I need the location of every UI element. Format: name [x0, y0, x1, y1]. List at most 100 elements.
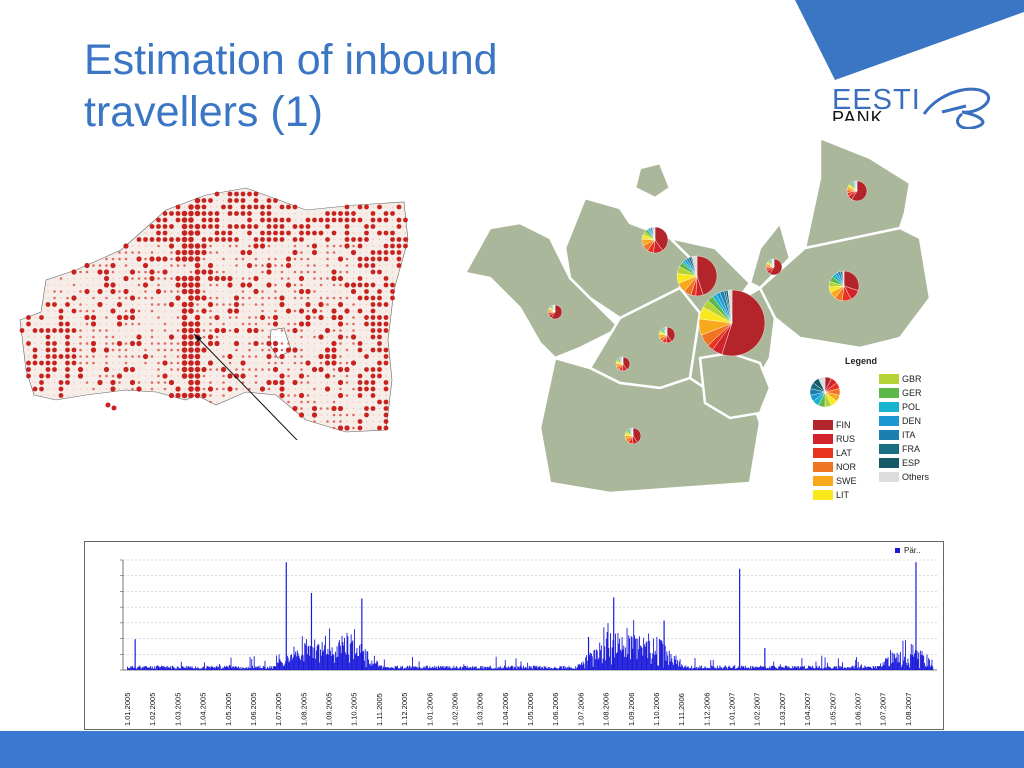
density-dot	[352, 355, 355, 358]
density-dot	[144, 381, 147, 384]
daily-bar	[440, 666, 442, 670]
daily-bar	[243, 668, 245, 670]
daily-bar	[901, 664, 903, 670]
density-dot	[181, 243, 188, 249]
density-dot	[259, 243, 266, 249]
daily-bar	[300, 659, 302, 670]
density-dot	[229, 381, 231, 384]
daily-bar	[649, 652, 651, 670]
density-dot	[331, 308, 337, 314]
density-dot	[255, 232, 257, 234]
daily-bar	[754, 667, 756, 670]
density-dot	[241, 355, 245, 358]
peak-bar	[134, 639, 136, 670]
density-dot	[274, 296, 277, 300]
density-dot	[66, 394, 69, 397]
density-dot	[66, 316, 69, 319]
density-dot	[105, 361, 108, 365]
daily-bar	[320, 649, 321, 670]
daily-bar	[251, 659, 253, 670]
daily-bar	[461, 666, 463, 670]
daily-bar	[556, 667, 558, 670]
legend-swatch-den	[879, 416, 899, 426]
density-dot	[112, 316, 114, 319]
daily-bar	[576, 668, 577, 670]
daily-bar	[796, 667, 798, 670]
density-dot	[346, 303, 348, 306]
density-dot	[163, 355, 167, 358]
daily-bar	[552, 668, 553, 670]
daily-bar	[518, 667, 520, 670]
density-dot	[216, 264, 218, 267]
density-dot	[214, 230, 220, 236]
density-dot	[339, 264, 342, 267]
density-dot	[383, 419, 389, 424]
daily-bar	[730, 667, 732, 670]
density-dot	[298, 392, 305, 399]
density-dot	[176, 329, 180, 332]
daily-bar	[174, 667, 176, 670]
daily-bar	[223, 665, 225, 670]
density-dot	[294, 303, 296, 306]
daily-bar	[257, 666, 259, 670]
density-dot	[216, 199, 218, 202]
daily-bar	[358, 656, 360, 670]
density-dot	[331, 405, 337, 412]
daily-bar	[502, 667, 504, 670]
density-dot	[383, 412, 389, 418]
density-dot	[248, 375, 251, 377]
density-dot	[326, 271, 329, 273]
density-dot	[196, 238, 199, 241]
daily-bar	[878, 666, 880, 670]
density-dot	[118, 290, 121, 293]
density-dot	[306, 264, 310, 267]
daily-bar	[340, 653, 342, 670]
density-dot	[209, 244, 212, 248]
density-dot	[261, 270, 264, 274]
corner-decoration	[795, 0, 1024, 80]
daily-bar	[470, 667, 471, 670]
daily-bar	[557, 668, 559, 670]
density-dot	[92, 329, 95, 332]
density-dot	[98, 329, 102, 332]
density-dot	[105, 316, 108, 319]
density-dot	[181, 347, 188, 353]
density-dot	[131, 329, 134, 332]
density-dot	[281, 368, 283, 371]
density-dot	[372, 277, 374, 280]
density-dot	[228, 329, 232, 332]
daily-bar	[818, 665, 820, 670]
density-dot	[319, 283, 323, 287]
density-dot	[53, 323, 56, 325]
density-dot	[227, 308, 233, 314]
daily-bar	[371, 660, 373, 670]
density-dot	[261, 309, 264, 313]
density-dot	[365, 329, 368, 332]
density-dot	[209, 251, 212, 254]
density-dot	[216, 381, 218, 384]
daily-bar	[479, 668, 481, 670]
density-dot	[227, 191, 233, 197]
density-dot	[318, 230, 324, 236]
peak-bar	[915, 562, 917, 670]
daily-bar	[590, 652, 592, 670]
daily-bar	[755, 666, 756, 670]
daily-bar	[424, 668, 426, 670]
daily-bar	[322, 651, 324, 670]
daily-bar	[614, 657, 616, 670]
density-dot	[279, 224, 285, 229]
density-dot	[137, 251, 141, 254]
daily-bar	[422, 667, 424, 670]
density-dot	[365, 212, 368, 215]
daily-bar	[324, 645, 326, 670]
density-dot	[306, 400, 310, 404]
daily-bar	[902, 640, 904, 670]
daily-bar	[493, 668, 495, 670]
density-dot	[105, 296, 108, 300]
daily-bar	[716, 665, 718, 670]
daily-bar	[144, 666, 146, 670]
density-dot	[267, 316, 271, 319]
density-dot	[170, 219, 173, 221]
density-dot	[318, 301, 324, 308]
density-dot	[359, 290, 361, 293]
